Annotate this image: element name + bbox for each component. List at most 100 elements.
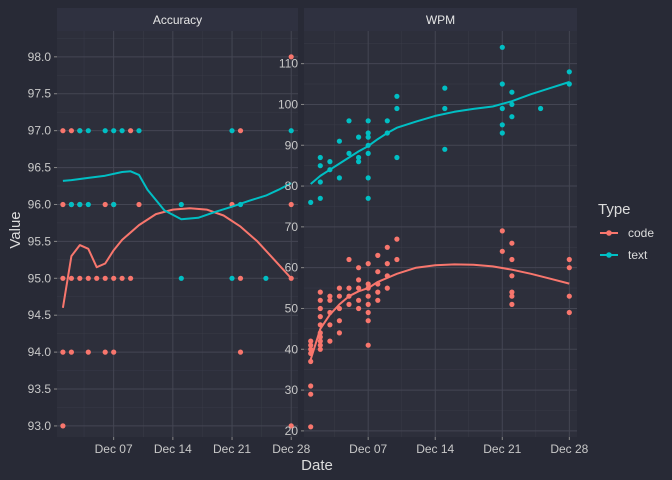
y-tick-label: 94.0 bbox=[28, 345, 52, 359]
data-point-text bbox=[365, 134, 371, 140]
panel-background bbox=[57, 31, 298, 437]
data-point-code bbox=[356, 305, 362, 312]
data-point-code bbox=[308, 342, 314, 348]
data-point-text bbox=[538, 105, 544, 112]
data-point-code bbox=[394, 256, 400, 263]
data-point-code bbox=[336, 330, 342, 336]
data-point-text bbox=[365, 118, 371, 124]
data-point-code bbox=[308, 424, 314, 430]
data-point-code bbox=[85, 349, 91, 355]
y-tick-label: 96.5 bbox=[28, 161, 52, 175]
data-point-code bbox=[365, 342, 371, 348]
x-axis: Dec 07 Dec 14 Dec 21 Dec 28 bbox=[95, 437, 311, 456]
data-point-code bbox=[237, 275, 244, 281]
data-point-text bbox=[229, 128, 235, 134]
data-point-text bbox=[356, 154, 362, 161]
data-point-text bbox=[68, 201, 74, 208]
data-point-code bbox=[237, 349, 244, 355]
x-tick-label: Dec 21 bbox=[483, 442, 521, 456]
data-point-text bbox=[499, 105, 505, 112]
data-point-text bbox=[499, 81, 505, 87]
data-point-code bbox=[336, 285, 342, 291]
gridlines bbox=[57, 31, 298, 437]
data-point-code bbox=[375, 269, 381, 275]
data-point-text bbox=[111, 201, 117, 208]
data-point-code bbox=[327, 322, 333, 328]
panel-accuracy: Accuracy 93.0 93.5 94.0 94.5 95.0 95.5 96.0 96.5… bbox=[28, 8, 311, 456]
strip-label: WPM bbox=[426, 13, 455, 27]
data-point-code bbox=[509, 289, 515, 295]
legend: Type code text bbox=[598, 201, 654, 262]
data-point-code bbox=[102, 349, 108, 355]
y-tick-label: 80 bbox=[285, 179, 299, 193]
x-axis: Dec 07 Dec 14 Dec 21 Dec 28 bbox=[349, 437, 589, 456]
data-point-text bbox=[317, 179, 323, 185]
x-tick-label: Dec 21 bbox=[213, 442, 251, 456]
y-tick-label: 93.0 bbox=[28, 419, 52, 433]
data-point-text bbox=[509, 89, 515, 95]
data-point-text bbox=[346, 118, 352, 124]
data-point-code bbox=[499, 248, 505, 254]
y-tick-label: 20 bbox=[285, 424, 299, 438]
strip-background bbox=[57, 8, 298, 31]
panel-background bbox=[304, 31, 577, 437]
y-tick-label: 90 bbox=[285, 138, 299, 152]
data-point-code bbox=[317, 346, 323, 352]
data-point-text bbox=[499, 122, 505, 128]
data-point-code bbox=[327, 338, 333, 344]
y-tick-label: 95.5 bbox=[28, 234, 52, 248]
data-point-code bbox=[566, 293, 572, 299]
data-point-code bbox=[77, 275, 83, 281]
y-tick-label: 100 bbox=[278, 97, 298, 111]
data-point-text bbox=[566, 69, 572, 75]
data-point-code bbox=[308, 346, 314, 352]
data-point-text bbox=[394, 105, 400, 112]
data-point-text bbox=[85, 201, 91, 208]
x-tick-label: Dec 14 bbox=[154, 442, 192, 456]
y-tick-label: 98.0 bbox=[28, 50, 52, 64]
data-point-code bbox=[102, 201, 108, 208]
y-axis: 20 30 40 50 60 70 80 90 100 110 bbox=[278, 57, 304, 438]
data-point-text bbox=[336, 175, 342, 181]
data-point-code bbox=[308, 338, 314, 344]
data-point-text bbox=[327, 159, 333, 165]
y-axis-title: Value bbox=[7, 211, 24, 248]
data-point-code bbox=[346, 256, 352, 263]
data-point-text bbox=[365, 175, 371, 181]
y-tick-label: 50 bbox=[285, 301, 299, 315]
data-point-code bbox=[375, 297, 381, 303]
legend-key-point bbox=[606, 230, 612, 236]
legend-entry-text: text bbox=[600, 248, 648, 262]
data-point-code bbox=[308, 391, 314, 397]
data-point-text bbox=[308, 199, 314, 205]
data-point-text bbox=[442, 105, 448, 112]
data-point-code bbox=[509, 301, 515, 307]
data-point-code bbox=[60, 423, 66, 429]
y-tick-label: 70 bbox=[285, 220, 299, 234]
data-point-code bbox=[327, 297, 333, 303]
x-tick-label: Dec 28 bbox=[272, 442, 310, 456]
legend-entry-code: code bbox=[600, 226, 654, 240]
data-point-text bbox=[111, 128, 117, 134]
series-text bbox=[62, 128, 294, 281]
legend-title: Type bbox=[598, 201, 631, 218]
y-axis: 93.0 93.5 94.0 94.5 95.0 95.5 96.0 96.5 97.0 97.5… bbox=[28, 50, 57, 433]
data-point-text bbox=[288, 128, 294, 134]
data-point-code bbox=[346, 301, 352, 307]
trend-line-text bbox=[62, 170, 292, 221]
data-point-text bbox=[509, 101, 515, 107]
data-point-code bbox=[288, 201, 294, 208]
strip-label: Accuracy bbox=[153, 13, 202, 27]
data-point-text bbox=[365, 130, 371, 136]
data-point-code bbox=[317, 314, 323, 320]
data-point-text bbox=[263, 275, 269, 281]
data-point-code bbox=[509, 240, 515, 246]
data-point-code bbox=[375, 289, 381, 295]
data-point-code bbox=[68, 275, 74, 281]
data-point-text bbox=[394, 154, 400, 161]
data-point-code bbox=[136, 201, 142, 208]
y-tick-label: 40 bbox=[285, 342, 299, 356]
data-point-code bbox=[128, 275, 134, 281]
data-point-code bbox=[317, 342, 323, 348]
